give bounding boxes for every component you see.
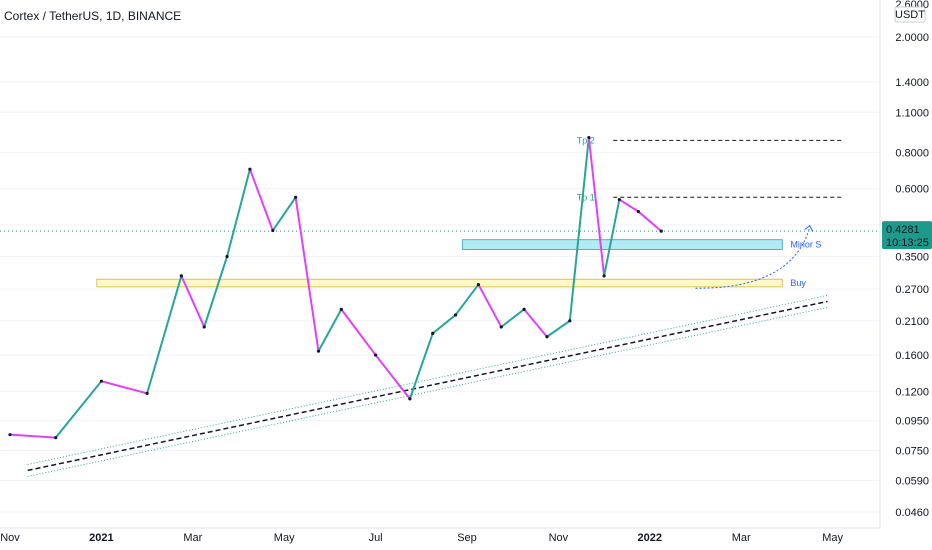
price-segment [226, 168, 251, 257]
zone-minor [461, 239, 783, 250]
price-point [294, 195, 298, 199]
x-tick-label: Mar [183, 532, 202, 544]
y-tick-label: 2.0000 [895, 32, 929, 44]
price-point [499, 325, 503, 329]
y-tick-label: 0.0590 [895, 476, 929, 488]
price-point [568, 319, 572, 323]
price-point [587, 135, 591, 140]
price-point [271, 228, 275, 233]
price-point [476, 282, 481, 287]
projection-arrow [804, 224, 814, 232]
currency-box [894, 6, 926, 23]
price-axis-bg [880, 0, 932, 550]
price-series [8, 135, 663, 440]
price-point [248, 167, 252, 171]
price-point [636, 209, 640, 214]
price-point [54, 436, 58, 440]
price-segment [203, 256, 229, 328]
price-segment [271, 196, 297, 232]
price-segment [408, 333, 434, 400]
x-tick-label: Jul [369, 532, 383, 544]
y-tick-label: 0.1200 [895, 386, 929, 398]
y-tick-label: 0.6000 [895, 184, 929, 196]
price-segment [477, 284, 503, 328]
price-point [659, 229, 663, 233]
price-segment [340, 308, 377, 356]
trend-channel-edge [27, 294, 828, 465]
trend-channel-edge [27, 306, 828, 477]
price-segment [637, 210, 662, 232]
target-label: Tp 2 [577, 135, 595, 145]
price-point [617, 197, 621, 202]
price-segment [9, 433, 56, 439]
y-tick-label: 0.1600 [895, 350, 929, 362]
price-segment [546, 319, 571, 338]
price-point [374, 353, 378, 357]
price-segment [374, 354, 411, 400]
y-tick-label: 0.3500 [895, 251, 929, 263]
price-segment [454, 283, 480, 316]
zone-label: Buy [790, 278, 806, 288]
price-point [99, 379, 103, 383]
price-point [431, 331, 435, 335]
price-segment [587, 137, 606, 276]
price-point [602, 274, 606, 278]
y-tick-label: 0.8000 [895, 147, 929, 159]
price-point [339, 307, 343, 311]
currency-label: USDT [895, 9, 925, 21]
price-point [453, 313, 458, 317]
x-tick-label: Sep [457, 532, 477, 544]
x-tick-label: 2021 [89, 532, 113, 544]
price-point [8, 433, 12, 437]
y-tick-label: 2.6000 [895, 0, 929, 11]
price-point [202, 325, 206, 329]
price-point [225, 254, 229, 259]
price-segment [101, 380, 148, 395]
target-label: Tp 1 [577, 192, 595, 202]
y-tick-label: 0.2700 [895, 284, 929, 296]
price-segment [523, 308, 548, 338]
trend-line [27, 300, 828, 472]
zone-buy [96, 278, 783, 288]
price-segment [432, 314, 457, 335]
y-tick-label: 1.1000 [895, 107, 929, 119]
x-tick-label: May [274, 532, 295, 544]
y-tick-label: 0.0460 [895, 507, 929, 519]
chart-title: Cortex / TetherUS, 1D, BINANCE [4, 9, 182, 23]
x-tick-label: Nov [549, 532, 569, 544]
price-point [316, 349, 321, 353]
price-segment [603, 199, 621, 277]
price-segment [500, 308, 525, 328]
price-segment [294, 197, 320, 352]
price-point [522, 307, 526, 311]
price-point [545, 335, 549, 339]
y-tick-label: 0.0750 [895, 445, 929, 457]
price-segment [248, 168, 274, 231]
x-tick-label: 2022 [638, 532, 662, 544]
x-tick-label: May [822, 532, 843, 544]
last-price-value: 0.4281 [886, 224, 920, 236]
price-segment [54, 380, 103, 439]
x-tick-label: Mar [732, 532, 751, 544]
y-tick-label: 0.2100 [895, 316, 929, 328]
countdown-value: 10:13:25 [886, 237, 929, 249]
price-segment [146, 275, 183, 394]
x-tick-label: Nov [0, 532, 20, 544]
price-point [408, 397, 412, 401]
projection-path [695, 227, 811, 289]
last-price-badge [882, 221, 932, 250]
price-point [179, 274, 183, 278]
price-point [145, 391, 149, 395]
price-segment [180, 275, 206, 328]
y-tick-label: 0.0950 [895, 416, 929, 428]
price-segment [317, 308, 343, 352]
zone-label: Minor S [790, 240, 821, 250]
price-segment [568, 137, 590, 321]
y-tick-label: 1.4000 [895, 77, 929, 89]
price-segment [618, 198, 639, 213]
